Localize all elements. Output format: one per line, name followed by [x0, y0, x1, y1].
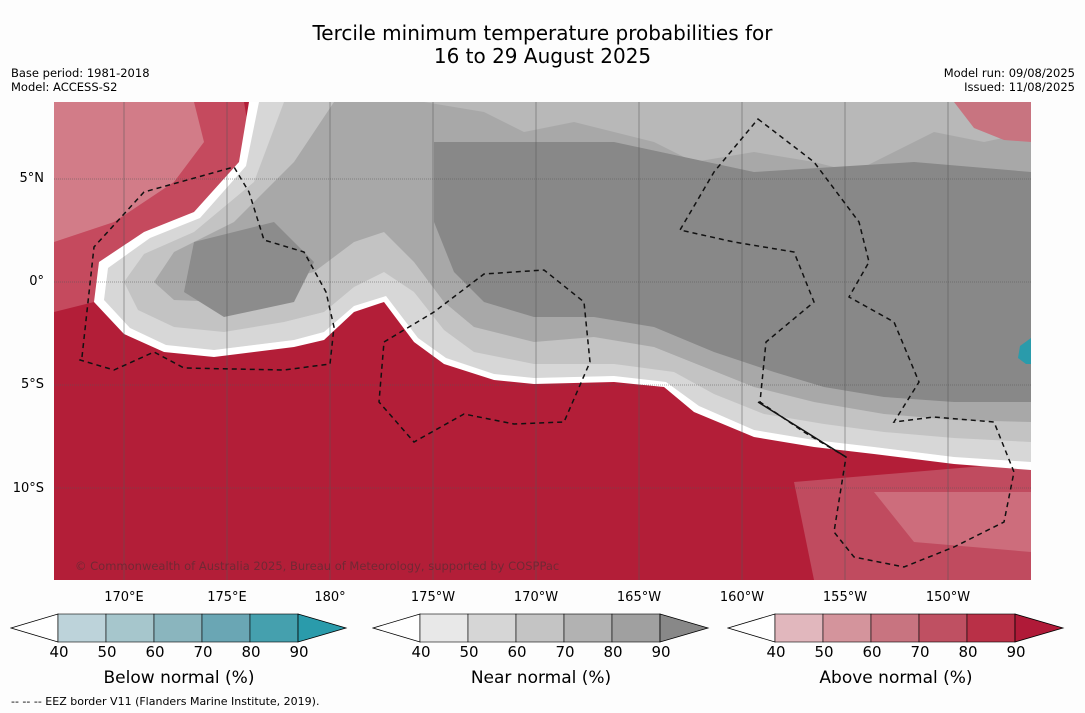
- colorbar-segment: [153, 613, 203, 643]
- colorbar-near-title: Near normal (%): [470, 668, 612, 688]
- above-normal-band-light: [54, 102, 204, 242]
- colorbar-high-arrow: [297, 613, 348, 643]
- cb-near-tick-40: 40: [411, 643, 431, 661]
- cb-below-tick-60: 60: [145, 643, 165, 661]
- lat-gridlines: [54, 178, 1031, 489]
- colorbar-segment: [249, 613, 299, 643]
- lon-label-170e: 170°E: [104, 590, 144, 605]
- probability-map: [54, 102, 1031, 580]
- base-period: Base period: 1981-2018: [11, 66, 150, 80]
- lon-label-175e: 175°E: [207, 590, 247, 605]
- lon-label-155w: 155°W: [822, 590, 868, 605]
- lat-label-0: 0°: [29, 274, 44, 289]
- map-canvas: [54, 102, 1031, 580]
- colorbar-segment: [105, 613, 155, 643]
- meta-right: Model run: 09/08/2025 Issued: 11/08/2025: [944, 66, 1075, 94]
- colorbar-segment: [419, 613, 469, 643]
- colorbar-segment: [515, 613, 565, 643]
- colorbar-high-arrow: [659, 613, 710, 643]
- meta-left: Base period: 1981-2018 Model: ACCESS-S2: [11, 66, 150, 94]
- colorbar-below-title: Below normal (%): [103, 668, 255, 688]
- colorbar-below: [10, 613, 348, 643]
- colorbar-segment: [611, 613, 661, 643]
- lon-label-170w: 170°W: [513, 590, 559, 605]
- cb-below-tick-80: 80: [241, 643, 261, 661]
- above-normal-band-se-light: [874, 492, 1031, 552]
- colorbar-low-arrow: [727, 613, 776, 643]
- above-normal-patch-ne: [954, 102, 1031, 142]
- map-title: Tercile minimum temperature probabilitie…: [0, 22, 1085, 68]
- cb-above-tick-80: 80: [958, 643, 978, 661]
- colorbar-low-arrow: [372, 613, 421, 643]
- copyright-notice: © Commonwealth of Australia 2025, Bureau…: [75, 559, 560, 573]
- lat-label-10s: 10°S: [12, 481, 44, 496]
- cb-near-tick-80: 80: [603, 643, 623, 661]
- cb-below-tick-90: 90: [289, 643, 309, 661]
- colorbar-segment: [918, 613, 968, 643]
- colorbar-segment: [870, 613, 920, 643]
- cb-below-tick-70: 70: [193, 643, 213, 661]
- lat-label-5n: 5°N: [19, 171, 45, 186]
- cb-above-tick-60: 60: [862, 643, 882, 661]
- cb-below-tick-50: 50: [97, 643, 117, 661]
- below-normal-region: [1018, 338, 1031, 364]
- colorbar-near: [372, 613, 710, 643]
- colorbar-segment: [57, 613, 107, 643]
- eez-footnote: -- -- -- EEZ border V11 (Flanders Marine…: [11, 695, 320, 708]
- cb-above-tick-90: 90: [1006, 643, 1026, 661]
- lon-label-160w: 160°W: [719, 590, 765, 605]
- colorbar-segment: [467, 613, 517, 643]
- lon-label-175w: 175°W: [410, 590, 456, 605]
- near-normal-north: [424, 102, 1031, 172]
- cb-near-tick-70: 70: [555, 643, 575, 661]
- lon-label-180: 180°: [314, 590, 346, 605]
- issued-date: Issued: 11/08/2025: [964, 80, 1075, 94]
- lon-label-150w: 150°W: [925, 590, 971, 605]
- colorbar-segment: [966, 613, 1016, 643]
- cb-above-tick-40: 40: [766, 643, 786, 661]
- eez-solid-segment: [757, 401, 847, 458]
- colorbar-segment: [822, 613, 872, 643]
- model-name: Model: ACCESS-S2: [11, 80, 118, 94]
- model-run: Model run: 09/08/2025: [943, 66, 1075, 80]
- eez-borders: [78, 117, 1015, 568]
- title-line2: 16 to 29 August 2025: [433, 44, 652, 68]
- lon-label-165w: 165°W: [616, 590, 662, 605]
- colorbar-segment: [201, 613, 251, 643]
- cb-near-tick-90: 90: [651, 643, 671, 661]
- near-normal-high-west: [184, 222, 314, 317]
- colorbar-low-arrow: [10, 613, 59, 643]
- cb-near-tick-60: 60: [507, 643, 527, 661]
- cb-below-tick-40: 40: [49, 643, 69, 661]
- colorbar-segment: [563, 613, 613, 643]
- colorbar-above: [727, 613, 1065, 643]
- cb-above-tick-70: 70: [910, 643, 930, 661]
- cb-above-tick-50: 50: [814, 643, 834, 661]
- lat-label-5s: 5°S: [20, 377, 44, 392]
- lon-gridlines: [123, 102, 949, 580]
- near-normal-high: [434, 142, 1031, 402]
- colorbar-above-title: Above normal (%): [819, 668, 973, 688]
- colorbar-segment: [774, 613, 824, 643]
- cb-near-tick-50: 50: [459, 643, 479, 661]
- colorbar-high-arrow: [1014, 613, 1065, 643]
- title-line1: Tercile minimum temperature probabilitie…: [312, 21, 773, 45]
